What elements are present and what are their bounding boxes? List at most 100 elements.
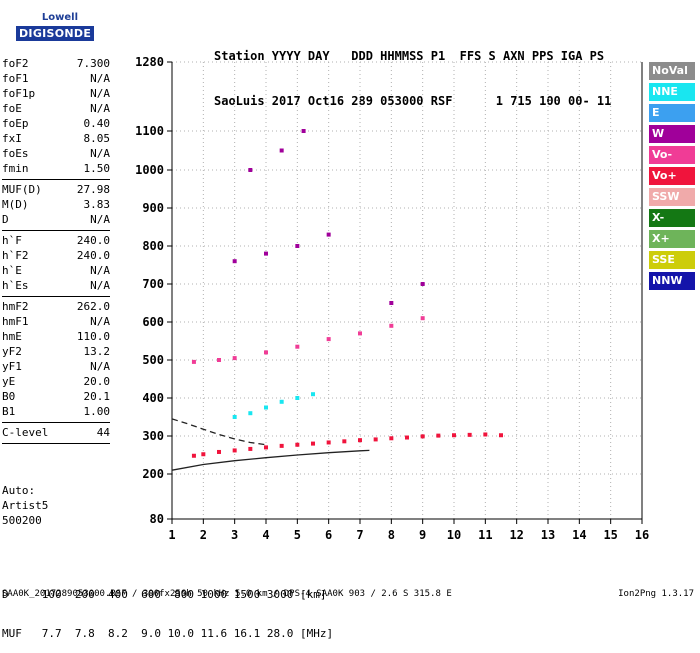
param-row: B1 1.00 <box>2 404 110 419</box>
divider <box>2 443 110 444</box>
echo-point <box>295 442 300 447</box>
echo-point <box>191 359 196 364</box>
y-tick-label: 500 <box>142 353 164 367</box>
echo-point <box>295 244 300 248</box>
echo-point <box>279 148 284 153</box>
x-tick-label: 9 <box>419 528 426 542</box>
param-value: 262.0 <box>76 300 110 313</box>
param-row: D N/A <box>2 212 110 227</box>
param-name: M(D) <box>2 198 29 211</box>
divider <box>2 422 110 423</box>
x-tick-label: 1 <box>168 528 175 542</box>
param-name: yF1 <box>2 360 22 373</box>
echo-point <box>389 301 394 305</box>
param-value: N/A <box>90 87 110 100</box>
param-value: N/A <box>90 147 110 160</box>
echo-point <box>295 396 300 400</box>
divider <box>2 296 110 297</box>
param-row: yF2 13.2 <box>2 344 110 359</box>
param-value: N/A <box>90 213 110 226</box>
param-value: 7.300 <box>76 57 110 70</box>
logo-lowell-text: Lowell <box>41 12 78 23</box>
param-row: h`F2 240.0 <box>2 248 110 263</box>
param-value: 240.0 <box>76 234 110 247</box>
echo-point <box>232 448 237 453</box>
parameter-group-confidence: C-level 44 <box>2 425 110 440</box>
x-tick-label: 12 <box>509 528 523 542</box>
parameter-group-virtual-heights: h`F 240.0 h`F2 240.0 h`E N/A h`Es N/A <box>2 233 110 293</box>
legend-entry: Vo- <box>649 146 695 164</box>
x-tick-label: 6 <box>325 528 332 542</box>
legend-entry: Vo+ <box>649 167 695 185</box>
ionogram-chart: 1 2 3 4 5 6 7 8 9 10 11 12 13 14 15 1680200300400500600… <box>135 55 649 542</box>
param-value: N/A <box>90 279 110 292</box>
echo-point <box>326 337 331 342</box>
echo-point <box>279 399 284 404</box>
legend-entry: NNE <box>649 83 695 101</box>
param-name: foEp <box>2 117 29 130</box>
param-name: C-level <box>2 426 49 439</box>
echo-point <box>311 392 315 397</box>
param-row: hmE 110.0 <box>2 329 110 344</box>
echo-point <box>279 443 284 448</box>
echo-point <box>264 405 268 410</box>
param-row: B0 20.1 <box>2 389 110 404</box>
param-name: h`F <box>2 234 22 247</box>
echo-point <box>452 433 456 438</box>
param-value: 110.0 <box>76 330 110 343</box>
echo-point <box>301 129 306 133</box>
param-value: 27.98 <box>76 183 110 196</box>
param-row: yF1 N/A <box>2 359 110 374</box>
param-row: foF1p N/A <box>2 86 110 101</box>
param-row: foEs N/A <box>2 146 110 161</box>
param-row: fmin 1.50 <box>2 161 110 176</box>
param-value: 1.50 <box>83 162 111 175</box>
echo-point <box>358 438 362 443</box>
parameter-group-profile: hmF2 262.0 hmF1 N/A hmE 110.0 yF2 13.2 yF1 N/A yE 2… <box>2 299 110 419</box>
echo-point <box>217 358 221 362</box>
echo-point <box>326 232 331 237</box>
polarization-legend: NoVal NNE E W Vo- Vo+ SSW X- X+ SSE NNW <box>649 62 695 293</box>
param-name: h`Es <box>2 279 29 292</box>
param-name: foEs <box>2 147 29 160</box>
param-name: foE <box>2 102 22 115</box>
x-tick-label: 11 <box>478 528 492 542</box>
param-row: yE 20.0 <box>2 374 110 389</box>
header-values: SaoLuis 2017 Oct16 289 053000 RSF 1 715 … <box>214 94 612 108</box>
y-tick-label: 800 <box>142 239 164 253</box>
param-name: foF1 <box>2 72 29 85</box>
y-tick-label: 200 <box>142 467 164 481</box>
param-value: 44 <box>96 426 110 439</box>
legend-entry: SSW <box>649 188 695 206</box>
echo-point <box>264 350 268 355</box>
param-name: h`F2 <box>2 249 29 262</box>
x-tick-label: 4 <box>262 528 269 542</box>
param-value: 3.83 <box>83 198 111 211</box>
param-name: yE <box>2 375 16 388</box>
echo-point <box>483 432 488 437</box>
lowell-digisonde-logo: Lowell DIGISONDE <box>6 6 95 46</box>
echo-point <box>373 437 378 442</box>
param-value: N/A <box>90 72 110 85</box>
divider <box>2 179 110 180</box>
x-tick-label: 15 <box>603 528 617 542</box>
parameter-group-muf: MUF(D) 27.98 M(D) 3.83 D N/A <box>2 182 110 227</box>
echo-point <box>201 452 206 457</box>
param-value: 1.00 <box>83 405 111 418</box>
param-name: h`E <box>2 264 22 277</box>
param-name: yF2 <box>2 345 22 358</box>
param-value: 20.0 <box>83 375 111 388</box>
muf-row: MUF 7.7 7.8 8.2 9.0 10.0 11.6 16.1 28.0 … <box>2 627 334 640</box>
electron-density-profile-curve <box>171 449 370 471</box>
y-tick-label: 900 <box>142 201 164 215</box>
param-value: N/A <box>90 264 110 277</box>
y-tick-label: 400 <box>142 391 164 405</box>
echo-point <box>232 259 237 264</box>
x-tick-label: 2 <box>200 528 207 542</box>
param-name: hmF1 <box>2 315 29 328</box>
x-tick-label: 8 <box>388 528 395 542</box>
param-row: foF2 7.300 <box>2 56 110 71</box>
station-header: Station YYYY DAY DDD HHMMSS P1 FFS S AXN… <box>214 19 611 124</box>
param-value: N/A <box>90 360 110 373</box>
scaled-parameters-panel: foF2 7.300 foF1 N/A foF1p N/A foE N/A foEp 0.40 fx… <box>2 56 110 446</box>
